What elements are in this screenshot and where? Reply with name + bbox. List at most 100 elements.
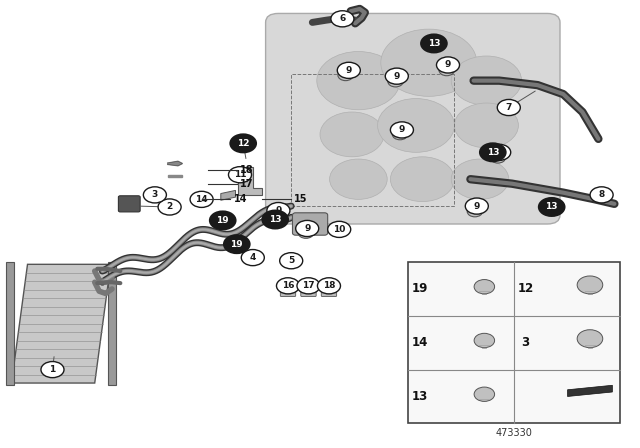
Bar [291, 74, 454, 206]
Circle shape [378, 99, 454, 152]
Text: 12: 12 [237, 139, 250, 148]
Circle shape [143, 187, 166, 203]
Circle shape [454, 103, 518, 148]
FancyBboxPatch shape [118, 196, 140, 212]
Text: 2: 2 [166, 202, 173, 211]
Text: 17: 17 [240, 179, 253, 189]
Circle shape [224, 235, 250, 253]
Text: 6: 6 [339, 14, 346, 23]
Circle shape [262, 211, 288, 228]
Circle shape [276, 278, 300, 294]
Bar [408, 262, 620, 423]
Circle shape [392, 129, 408, 140]
Bar [108, 262, 116, 385]
Circle shape [338, 70, 353, 81]
Text: 473330: 473330 [495, 428, 532, 438]
Text: 13: 13 [486, 148, 499, 157]
Text: 9: 9 [399, 125, 405, 134]
Circle shape [388, 76, 403, 87]
Text: 18: 18 [323, 281, 335, 290]
Bar [6, 262, 14, 385]
Text: 11: 11 [234, 170, 246, 179]
Text: 3: 3 [522, 336, 529, 349]
Polygon shape [238, 167, 262, 195]
Circle shape [474, 333, 495, 348]
Polygon shape [12, 264, 111, 383]
Text: 13: 13 [412, 390, 428, 403]
Polygon shape [168, 161, 182, 166]
Circle shape [296, 220, 319, 237]
Circle shape [328, 221, 351, 237]
Polygon shape [568, 385, 612, 396]
Text: 1: 1 [49, 365, 56, 374]
Circle shape [451, 159, 509, 199]
Circle shape [381, 29, 477, 96]
Text: 17: 17 [302, 281, 315, 290]
Circle shape [577, 330, 603, 348]
Circle shape [41, 362, 64, 378]
Polygon shape [221, 190, 236, 200]
Circle shape [337, 62, 360, 78]
Circle shape [471, 209, 479, 214]
Text: 3: 3 [152, 190, 158, 199]
Text: 19: 19 [412, 282, 428, 296]
Text: 9: 9 [346, 66, 352, 75]
Text: 5: 5 [288, 256, 294, 265]
Circle shape [230, 134, 256, 152]
Text: 13: 13 [428, 39, 440, 48]
Text: 19: 19 [230, 240, 243, 249]
Text: 16: 16 [282, 281, 294, 290]
Circle shape [590, 187, 613, 203]
Circle shape [267, 202, 290, 219]
Circle shape [480, 143, 506, 161]
Circle shape [269, 210, 285, 220]
Text: 19: 19 [216, 216, 229, 225]
Circle shape [439, 65, 454, 76]
Text: 4: 4 [250, 253, 256, 262]
Circle shape [474, 387, 495, 401]
FancyBboxPatch shape [301, 287, 316, 297]
Circle shape [330, 159, 387, 199]
Circle shape [421, 34, 447, 52]
Text: 9: 9 [394, 72, 400, 81]
Circle shape [539, 198, 564, 216]
Circle shape [320, 112, 384, 157]
Circle shape [210, 211, 236, 229]
Circle shape [490, 152, 506, 163]
Circle shape [443, 68, 451, 73]
Circle shape [342, 73, 349, 78]
Circle shape [390, 122, 413, 138]
Text: 9: 9 [474, 202, 480, 211]
Text: 8: 8 [598, 190, 605, 199]
Circle shape [241, 250, 264, 266]
FancyBboxPatch shape [292, 213, 328, 235]
Circle shape [497, 99, 520, 116]
Circle shape [302, 230, 310, 236]
Circle shape [390, 157, 454, 202]
Circle shape [280, 253, 303, 269]
Text: 9: 9 [275, 206, 282, 215]
Circle shape [488, 144, 511, 160]
Circle shape [317, 278, 340, 294]
Text: 13: 13 [269, 215, 282, 224]
Text: 14: 14 [412, 336, 428, 349]
Circle shape [273, 212, 281, 218]
Circle shape [298, 228, 314, 238]
Text: 18: 18 [240, 165, 253, 175]
Circle shape [494, 155, 502, 160]
Circle shape [392, 79, 399, 84]
Circle shape [317, 52, 400, 110]
Text: 9: 9 [445, 60, 451, 69]
Text: 9: 9 [496, 148, 502, 157]
Circle shape [228, 167, 252, 183]
Text: 9: 9 [304, 224, 310, 233]
Text: 14: 14 [234, 194, 247, 204]
Circle shape [396, 132, 404, 137]
Text: 12: 12 [517, 282, 534, 296]
Text: 7: 7 [506, 103, 512, 112]
Text: 14: 14 [195, 195, 208, 204]
Text: 13: 13 [545, 202, 558, 211]
Circle shape [577, 276, 603, 294]
Circle shape [297, 278, 320, 294]
Circle shape [436, 57, 460, 73]
